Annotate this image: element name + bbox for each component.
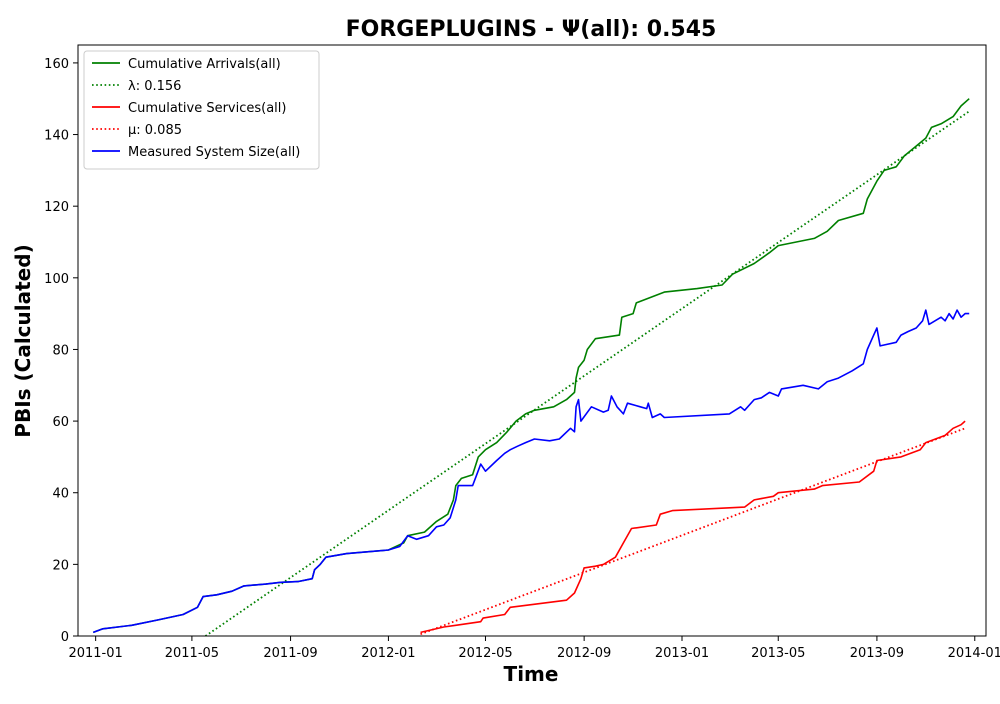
legend-label-0: Cumulative Arrivals(all) [128,57,281,72]
y-tick-label: 140 [44,129,69,144]
series-line-0 [92,98,970,634]
y-tick-label: 20 [52,558,69,573]
x-tick-label: 2012-09 [557,646,611,661]
legend-label-1: λ: 0.156 [128,79,181,94]
x-tick-label: 2014-01 [948,646,1000,661]
series-line-4 [92,309,970,634]
x-tick-label: 2012-05 [458,646,512,661]
x-axis-label: Time [504,662,559,686]
y-tick-label: 60 [52,415,69,430]
legend-label-3: μ: 0.085 [128,123,182,138]
series-line-2 [420,420,966,634]
plot-frame [77,44,987,637]
y-tick-label: 100 [44,272,69,287]
y-tick-label: 0 [61,630,69,645]
x-tick-label: 2013-09 [850,646,904,661]
legend-label-2: Cumulative Services(all) [128,101,286,116]
x-tick-label: 2013-05 [751,646,805,661]
y-tick-label: 160 [44,57,69,72]
chart-title: FORGEPLUGINS - Ψ(all): 0.545 [346,17,717,42]
legend: Cumulative Arrivals(all) λ: 0.156 Cumulati… [83,50,320,170]
axes: 2011-01 2011-05 2011-09 2012-01 2012-05 2012-… [44,44,1000,661]
x-tick-label: 2011-01 [68,646,122,661]
x-tick-label: 2012-01 [361,646,415,661]
legend-label-4: Measured System Size(all) [128,145,300,160]
x-tick-label: 2011-05 [165,646,219,661]
x-tick-label: 2011-09 [263,646,317,661]
y-axis-label: PBIs (Calculated) [11,244,35,437]
y-tick-label: 120 [44,200,69,215]
plot-area [92,98,970,636]
series-line-1 [204,110,970,636]
x-tick-label: 2013-01 [655,646,709,661]
y-tick-label: 80 [52,343,69,358]
y-tick-label: 40 [52,487,69,502]
series-line-3 [420,427,966,636]
legend-box [83,50,320,170]
